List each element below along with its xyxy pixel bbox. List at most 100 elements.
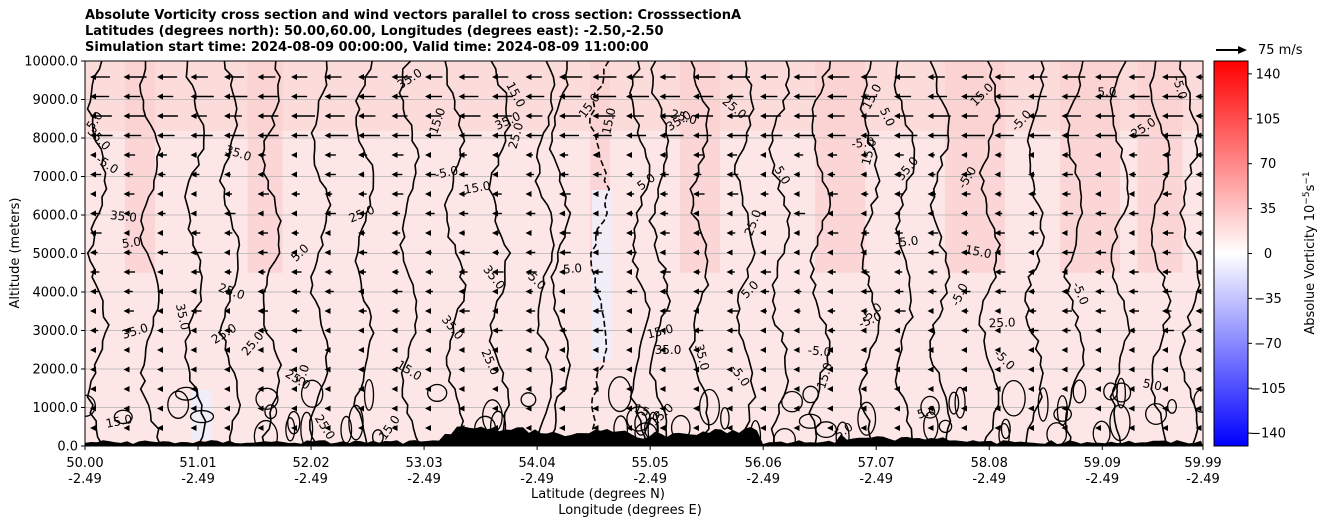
wind-vector-head — [994, 405, 1001, 412]
wind-vector-head — [693, 132, 699, 139]
wind-vector-head — [894, 191, 900, 197]
wind-vector-head — [291, 249, 297, 256]
wind-vector-head — [123, 308, 130, 314]
wind-vector-head — [860, 230, 867, 236]
contour-line — [815, 421, 837, 439]
wind-vector-head — [1028, 191, 1034, 197]
wind-vector-head — [1162, 386, 1168, 392]
wind-vector-head — [1095, 308, 1101, 314]
wind-vector-head — [257, 74, 264, 80]
wind-vector-head — [525, 308, 532, 314]
wind-vector-head — [760, 288, 766, 295]
wind-vector-head — [1061, 327, 1068, 334]
wind-vector-head — [324, 74, 331, 80]
wind-vector-head — [592, 210, 599, 217]
wind-vector-head — [358, 366, 364, 373]
x-tick-label-lat: 56.06 — [745, 456, 782, 471]
wind-vector-head — [391, 425, 398, 431]
wind-vector-head — [927, 288, 934, 295]
contour-line — [802, 385, 819, 404]
contour-line — [1037, 387, 1049, 422]
contour-line — [733, 61, 757, 446]
wind-vector-head — [1128, 93, 1135, 100]
wind-vector-head — [224, 386, 230, 392]
wind-vector-head — [257, 249, 264, 256]
wind-vector-head — [1195, 405, 1202, 412]
wind-vector-head — [793, 327, 800, 334]
wind-vector-head — [358, 171, 364, 178]
wind-vector-head — [927, 269, 934, 275]
wind-vector-head — [224, 347, 230, 353]
contour-line — [920, 395, 940, 419]
wind-vector-head — [492, 405, 498, 412]
wind-vector-head — [927, 347, 934, 353]
wind-vector-head — [425, 269, 431, 275]
wind-vector-head — [291, 230, 297, 236]
wind-vector-head — [425, 347, 431, 353]
colorbar-label: Absolue Vorticity 10−5s−1 — [1302, 171, 1318, 334]
wind-vector-head — [793, 132, 800, 139]
wind-vector-head — [827, 230, 833, 236]
wind-vector-head — [1061, 249, 1068, 256]
wind-vector-head — [827, 366, 833, 373]
wind-vector-head — [425, 425, 431, 431]
wind-vector-head — [358, 347, 364, 353]
wind-vector-head — [190, 74, 197, 80]
wind-vector-head — [1061, 230, 1068, 236]
wind-vector-head — [492, 308, 498, 314]
wind-vector-head — [1128, 327, 1135, 334]
wind-vector-head — [358, 152, 364, 158]
wind-vector-head — [1195, 347, 1202, 353]
wind-vector-head — [559, 74, 565, 80]
wind-vector-head — [592, 152, 599, 158]
wind-vector-head — [659, 288, 666, 295]
wind-vector-head — [860, 347, 867, 353]
wind-vector-head — [190, 230, 197, 236]
wind-vector-head — [1061, 366, 1068, 373]
wind-vector-head — [659, 425, 666, 431]
wind-vector-head — [458, 171, 465, 178]
colorbar-tick-label: 140 — [1256, 67, 1281, 82]
wind-vector-head — [1028, 132, 1034, 139]
colorbar-tick-label: 105 — [1256, 112, 1281, 127]
colorbar-tick-label: −35 — [1254, 292, 1281, 307]
wind-vector-head — [592, 230, 599, 236]
wind-vector-head — [291, 425, 297, 431]
wind-vector-head — [458, 405, 465, 412]
wind-vector-head — [1028, 230, 1034, 236]
wind-vector-head — [391, 132, 398, 139]
wind-vector-head — [291, 210, 297, 217]
wind-vector-head — [827, 425, 833, 431]
wind-vector-head — [860, 191, 867, 197]
wind-vector-head — [458, 269, 465, 275]
wind-vector-head — [257, 191, 264, 197]
wind-vector-head — [190, 191, 197, 197]
wind-vector-head — [1061, 74, 1068, 80]
wind-vector-head — [525, 327, 532, 334]
wind-vector-head — [1028, 210, 1034, 217]
wind-vector-head — [358, 230, 364, 236]
wind-vectors — [90, 74, 1203, 446]
wind-vector-head — [257, 152, 264, 158]
wind-vector-head — [391, 308, 398, 314]
wind-vector-head — [525, 93, 532, 100]
wind-vector-head — [860, 425, 867, 431]
contour-label: 15.0 — [964, 242, 993, 261]
wind-vector-head — [927, 386, 934, 392]
wind-vector-head — [659, 132, 666, 139]
y-tick-label: 2000.0 — [33, 363, 79, 378]
wind-vector-head — [190, 171, 197, 178]
wind-vector-head — [726, 152, 733, 158]
wind-vector-head — [659, 405, 666, 412]
wind-vector-head — [90, 152, 96, 158]
wind-vector-head — [559, 191, 565, 197]
wind-vector-head — [1162, 152, 1168, 158]
wind-vector-head — [492, 191, 498, 197]
wind-vector-head — [1195, 113, 1202, 119]
wind-vector-head — [726, 386, 733, 392]
wind-vector-head — [626, 288, 632, 295]
wind-vector-head — [894, 405, 900, 412]
wind-vector-head — [358, 191, 364, 197]
wind-vector-head — [123, 113, 130, 119]
wind-vector-head — [1195, 249, 1202, 256]
